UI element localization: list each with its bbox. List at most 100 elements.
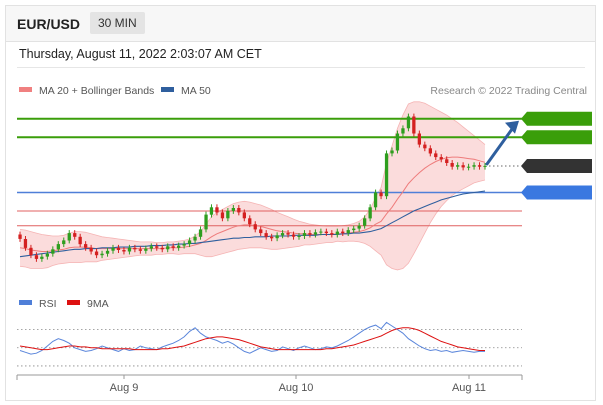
timeframe-button[interactable]: 30 MIN	[90, 12, 145, 34]
bollinger-upper-line	[19, 101, 486, 243]
candle-body	[308, 233, 312, 235]
candle	[226, 207, 230, 222]
candle-body	[215, 207, 219, 213]
candle	[198, 226, 203, 240]
candle	[155, 243, 159, 251]
candle-body	[286, 233, 290, 235]
candle-body	[67, 233, 71, 241]
candle	[204, 211, 208, 233]
candle	[122, 247, 126, 255]
candle-body	[198, 229, 203, 237]
candle	[297, 233, 301, 240]
candle-body	[461, 165, 465, 168]
level-labels	[489, 111, 592, 200]
candle-body	[291, 234, 296, 237]
candle	[177, 242, 181, 251]
candle-body	[253, 224, 257, 230]
candle-body	[450, 163, 454, 167]
candle-body	[330, 233, 334, 235]
candle	[51, 246, 55, 257]
candle	[270, 233, 274, 242]
candle-body	[155, 246, 159, 248]
candle	[384, 150, 389, 200]
forecast-arrow-head	[505, 120, 519, 134]
candle	[242, 209, 246, 222]
candle-body	[160, 247, 164, 250]
candle	[439, 154, 443, 163]
candle-body	[477, 165, 482, 167]
candle-body	[34, 255, 39, 259]
candle-body	[105, 250, 110, 254]
legend-swatch-ma20	[19, 87, 32, 92]
candle	[45, 250, 49, 260]
candle-body	[171, 246, 175, 248]
candle-body	[209, 207, 214, 215]
x-tick-label: Aug 10	[279, 382, 314, 394]
legend-9ma: 9MA	[87, 298, 109, 310]
candle	[477, 162, 482, 170]
candle	[450, 160, 454, 170]
candle-body	[73, 233, 77, 237]
candle-body	[62, 240, 66, 245]
candle-body	[335, 231, 339, 235]
candlesticks	[18, 113, 487, 262]
candle	[456, 162, 460, 170]
candle-body	[29, 247, 33, 256]
attribution: Research © 2022 Trading Central	[430, 85, 587, 97]
candle	[428, 145, 432, 157]
candle	[357, 222, 361, 232]
candle	[100, 250, 104, 259]
candle-body	[220, 212, 225, 219]
x-axis: Aug 9 Aug 10 Aug 11	[16, 374, 523, 394]
candle-body	[434, 153, 438, 158]
candle-body	[56, 244, 60, 250]
candle	[319, 228, 323, 236]
candle-body	[40, 256, 44, 259]
candle	[171, 243, 175, 251]
candle	[105, 247, 110, 257]
candle	[308, 230, 312, 238]
candle	[138, 246, 142, 254]
candle-body	[116, 247, 121, 250]
candle-body	[133, 247, 137, 250]
level-tag-1.0340	[521, 130, 592, 145]
candle	[127, 244, 132, 255]
candle	[18, 231, 22, 242]
divider	[17, 67, 585, 68]
candle-body	[368, 207, 372, 219]
level-tag-1.0365	[521, 111, 592, 126]
candle-body	[149, 246, 153, 249]
candle	[166, 243, 170, 253]
candle-body	[270, 236, 274, 239]
candle-body	[182, 244, 186, 246]
candle	[335, 228, 339, 238]
candle-body	[275, 235, 279, 239]
candle	[466, 163, 471, 171]
candle-body	[18, 234, 22, 239]
current-price-tag	[521, 158, 592, 173]
candle-body	[483, 165, 487, 167]
candle	[73, 230, 77, 240]
candle-body	[193, 236, 197, 241]
candle-body	[177, 245, 181, 248]
candle	[291, 231, 296, 240]
candle-body	[417, 133, 421, 145]
legend-swatch-9ma	[67, 300, 80, 305]
candle-body	[313, 232, 318, 235]
level-tag-1.0265	[521, 185, 592, 200]
rsi-legend: RSI 9MA	[19, 298, 109, 310]
candle	[149, 243, 153, 252]
candle-body	[346, 230, 350, 234]
candle	[417, 130, 421, 148]
candle-body	[264, 233, 268, 237]
candle-body	[341, 231, 345, 234]
x-tick-label: Aug 9	[110, 382, 139, 394]
candle	[368, 204, 372, 222]
candle-body	[138, 249, 142, 251]
ma50-line	[19, 190, 486, 258]
x-tick-label: Aug 11	[452, 382, 486, 394]
candle	[483, 163, 487, 170]
candle	[264, 230, 268, 240]
rsi-lines	[19, 321, 485, 355]
candle-body	[390, 150, 394, 154]
